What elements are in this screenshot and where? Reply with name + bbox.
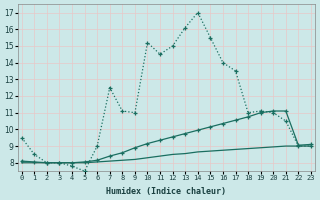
- X-axis label: Humidex (Indice chaleur): Humidex (Indice chaleur): [106, 187, 226, 196]
